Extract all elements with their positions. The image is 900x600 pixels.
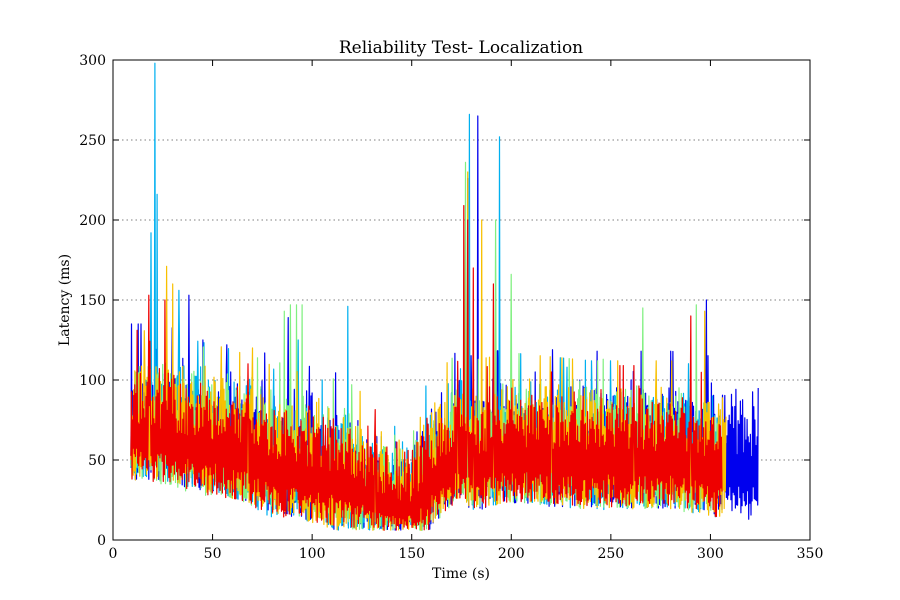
x-tick-label-250: 250 — [597, 546, 624, 562]
y-tick-label-0: 0 — [97, 533, 106, 549]
x-tick-label-50: 50 — [204, 546, 222, 562]
y-tick-label-150: 150 — [79, 293, 106, 309]
axis-ticks: 0 50 100 150 200 250 300 350 0 50 100 150 200 250 300 — [79, 53, 823, 562]
y-tick-label-100: 100 — [79, 373, 106, 389]
y-tick-label-200: 200 — [79, 213, 106, 229]
y-axis-label: Latency (ms) — [57, 254, 73, 346]
x-axis-label: Time (s) — [432, 566, 490, 582]
y-tick-label-300: 300 — [79, 53, 106, 69]
x-tick-label-350: 350 — [797, 546, 824, 562]
series-layer — [130, 62, 759, 532]
x-tick-label-200: 200 — [498, 546, 525, 562]
series-line-4 — [130, 205, 723, 531]
x-tick-label-0: 0 — [109, 546, 118, 562]
x-tick-label-300: 300 — [697, 546, 724, 562]
x-tick-label-100: 100 — [299, 546, 326, 562]
chart-title: Reliability Test- Localization — [339, 38, 583, 58]
x-tick-label-150: 150 — [398, 546, 425, 562]
y-tick-label-50: 50 — [88, 453, 106, 469]
y-tick-label-250: 250 — [79, 133, 106, 149]
